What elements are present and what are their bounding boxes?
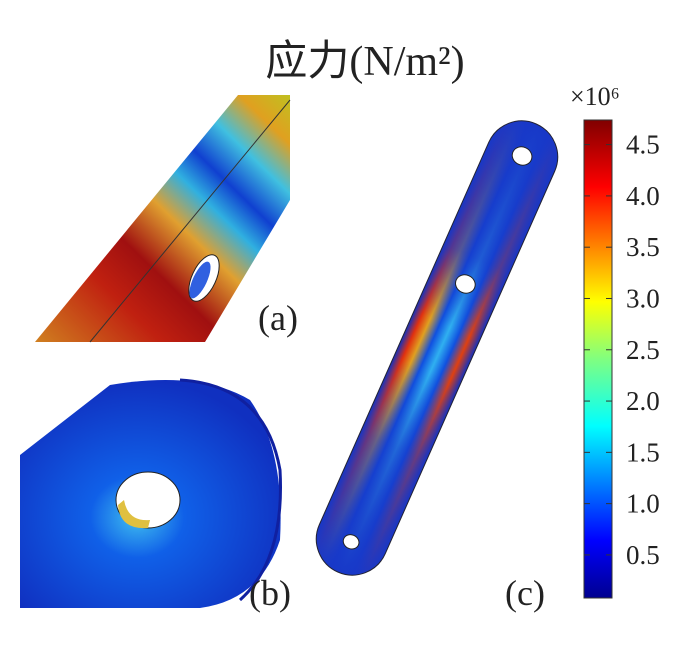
- title: 应力(N/m²): [265, 38, 464, 85]
- tick-label: 0.5: [626, 540, 660, 570]
- panel-label: (c): [505, 573, 545, 613]
- panel-label: (b): [249, 573, 291, 613]
- tick-label: 3.0: [626, 283, 660, 313]
- panel-a-image: [35, 95, 291, 343]
- tick-label: 2.5: [626, 335, 660, 365]
- tick-label: 4.5: [626, 130, 660, 160]
- tick-label: 1.5: [626, 437, 660, 467]
- panel-c-image: [315, 120, 559, 576]
- tick-label: 4.0: [626, 181, 660, 211]
- tick-label: 1.0: [626, 489, 660, 519]
- panel-b-image: [20, 378, 282, 608]
- colorbar-multiplier: ×10⁶: [570, 82, 620, 111]
- tick-label: 2.0: [626, 386, 660, 416]
- panel-label: (a): [258, 298, 298, 338]
- tick-label: 3.5: [626, 232, 660, 262]
- colorbar: [583, 119, 613, 599]
